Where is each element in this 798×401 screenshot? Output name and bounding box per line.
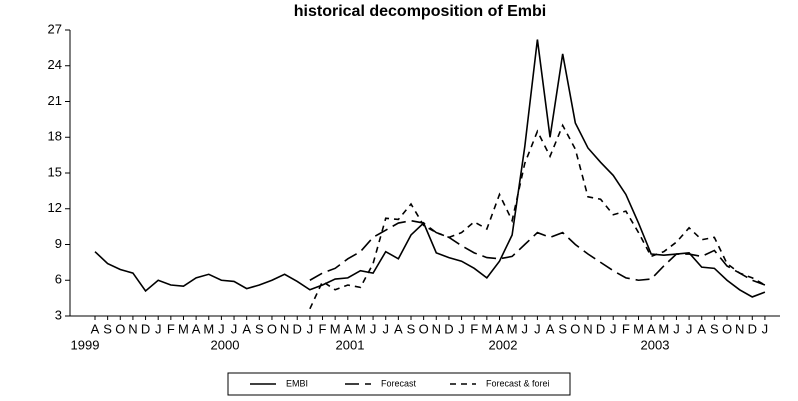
chart-title: historical decomposition of Embi [294, 3, 546, 20]
x-tick-label: N [280, 321, 289, 336]
x-tick-label: F [622, 321, 630, 336]
legend-label: Forecast & forei [486, 378, 550, 388]
x-tick-label: M [658, 321, 669, 336]
x-tick-label: O [419, 321, 429, 336]
x-tick-label: O [570, 321, 580, 336]
x-tick-label: J [231, 321, 238, 336]
x-tick-label: N [735, 321, 744, 336]
y-tick-label: 6 [55, 272, 62, 287]
x-tick-label: J [218, 321, 225, 336]
y-tick-label: 3 [55, 307, 62, 322]
x-tick-label: J [307, 321, 314, 336]
x-tick-label: D [596, 321, 605, 336]
x-tick-label: A [242, 321, 251, 336]
x-tick-label: M [178, 321, 189, 336]
x-tick-label: J [673, 321, 680, 336]
y-tick-label: 21 [48, 93, 62, 108]
x-tick-label: A [343, 321, 352, 336]
y-tick-label: 18 [48, 129, 62, 144]
x-tick-label: S [710, 321, 719, 336]
x-tick-label: J [762, 321, 769, 336]
year-label: 2001 [336, 337, 365, 352]
line-series [309, 123, 766, 310]
x-tick-label: D [293, 321, 302, 336]
x-tick-label: A [394, 321, 403, 336]
x-tick-label: O [722, 321, 732, 336]
legend-box [227, 372, 571, 396]
x-tick-label: N [432, 321, 441, 336]
x-tick-label: J [534, 321, 541, 336]
x-tick-label: S [558, 321, 567, 336]
x-tick-label: D [141, 321, 150, 336]
x-tick-label: A [697, 321, 706, 336]
y-tick-label: 9 [55, 236, 62, 251]
x-tick-label: F [319, 321, 327, 336]
legend-label: Forecast [381, 378, 417, 388]
x-tick-label: N [128, 321, 137, 336]
x-tick-label: S [103, 321, 112, 336]
line-series [94, 39, 766, 298]
x-tick-label: A [647, 321, 656, 336]
x-tick-label: F [470, 321, 478, 336]
line-series [309, 219, 766, 286]
year-label: 2003 [641, 337, 670, 352]
x-tick-label: S [407, 321, 416, 336]
x-tick-label: M [481, 321, 492, 336]
x-tick-label: M [633, 321, 644, 336]
x-tick-label: J [522, 321, 529, 336]
x-tick-label: J [458, 321, 465, 336]
x-tick-label: O [115, 321, 125, 336]
legend-label: EMBI [286, 378, 308, 388]
x-tick-label: A [91, 321, 100, 336]
x-tick-label: J [686, 321, 693, 336]
y-tick-label: 24 [48, 57, 62, 72]
x-tick-label: D [748, 321, 757, 336]
y-tick-label: 12 [48, 200, 62, 215]
x-tick-label: O [267, 321, 277, 336]
y-tick-label: 15 [48, 164, 62, 179]
x-tick-label: A [495, 321, 504, 336]
x-tick-label: S [255, 321, 264, 336]
x-tick-label: J [155, 321, 162, 336]
year-label: 1999 [71, 337, 100, 352]
x-tick-label: A [546, 321, 555, 336]
x-tick-label: M [330, 321, 341, 336]
x-tick-label: J [610, 321, 617, 336]
x-tick-label: M [355, 321, 366, 336]
x-tick-label: M [203, 321, 214, 336]
year-label: 2002 [489, 337, 518, 352]
x-tick-label: D [444, 321, 453, 336]
x-tick-label: F [167, 321, 175, 336]
y-tick-label: 27 [48, 21, 62, 36]
x-tick-label: J [370, 321, 377, 336]
x-tick-label: A [192, 321, 201, 336]
year-label: 2000 [211, 337, 240, 352]
x-tick-label: J [382, 321, 389, 336]
x-tick-label: N [583, 321, 592, 336]
x-tick-label: M [507, 321, 518, 336]
